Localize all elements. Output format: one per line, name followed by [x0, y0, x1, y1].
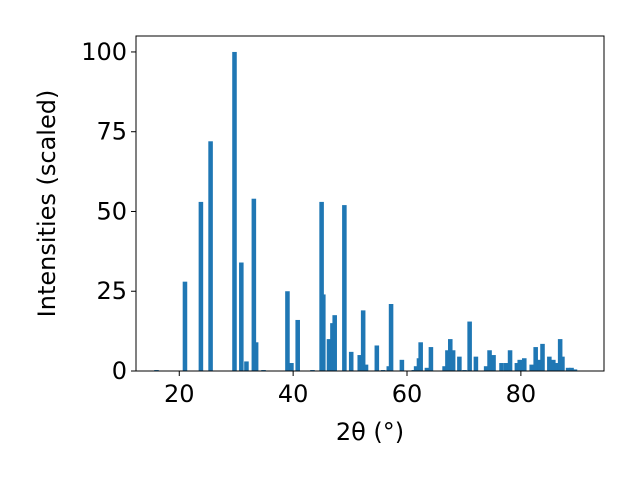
bar [551, 359, 556, 371]
bar [487, 350, 492, 371]
bar [319, 201, 324, 371]
bar [445, 350, 450, 371]
bar [467, 321, 472, 371]
bar [448, 339, 453, 371]
y-axis-ticks: 0 25 50 75 100 [81, 38, 136, 385]
x-tick-label: 60 [392, 380, 423, 408]
bar [285, 291, 290, 371]
bar [326, 339, 332, 371]
bar [289, 363, 294, 371]
bar [399, 359, 405, 371]
bar [413, 366, 419, 371]
bar [450, 350, 456, 371]
bar [473, 356, 479, 371]
bar [239, 262, 244, 371]
bar [332, 315, 337, 371]
bar [360, 310, 366, 371]
bar [442, 366, 447, 371]
bar [483, 366, 489, 371]
x-axis-label: 2θ (°) [336, 418, 404, 446]
bar [569, 367, 574, 371]
bar [348, 351, 354, 371]
bar [321, 294, 326, 371]
bar [522, 358, 527, 371]
bar [342, 205, 347, 371]
x-axis-ticks: 20 40 60 80 [164, 371, 536, 408]
bar [374, 345, 380, 371]
bar [499, 363, 504, 371]
bar [232, 51, 237, 371]
bar [572, 369, 578, 371]
x-tick-label: 40 [278, 380, 309, 408]
x-tick-label: 80 [506, 380, 537, 408]
bars-group [154, 51, 578, 371]
bar [198, 201, 204, 371]
bar [295, 319, 300, 371]
bar [557, 339, 563, 371]
bar [388, 304, 394, 371]
bar [363, 364, 369, 371]
bar [428, 347, 434, 371]
y-tick-label: 50 [96, 197, 127, 225]
bar [491, 355, 496, 371]
bar [418, 342, 423, 371]
bar [547, 356, 552, 371]
bar [565, 367, 571, 371]
bar [182, 281, 188, 371]
y-tick-label: 75 [96, 118, 127, 146]
bar [424, 367, 430, 371]
x-tick-label: 20 [164, 380, 195, 408]
bar [533, 347, 538, 371]
bar [357, 355, 363, 371]
y-tick-label: 0 [112, 357, 127, 385]
bar [507, 350, 513, 371]
bar [505, 364, 511, 371]
bar [560, 356, 565, 371]
bar [537, 359, 542, 371]
bar [540, 343, 545, 371]
bar [208, 141, 213, 371]
y-tick-label: 25 [96, 277, 127, 305]
bar [554, 363, 560, 371]
bar [517, 359, 523, 371]
bar [251, 198, 257, 371]
y-tick-label: 100 [81, 38, 127, 66]
bar [253, 342, 259, 371]
bar [244, 361, 249, 371]
bar [457, 356, 462, 371]
bar [386, 366, 392, 371]
bar [529, 364, 534, 371]
y-axis-label: Intensities (scaled) [33, 90, 61, 318]
bar [514, 363, 520, 371]
plot-frame [135, 35, 605, 372]
